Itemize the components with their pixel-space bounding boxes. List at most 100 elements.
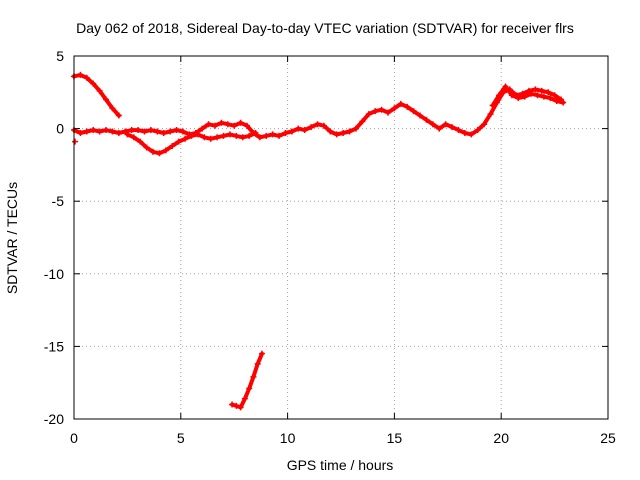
data-point (547, 95, 554, 102)
data-point (229, 401, 236, 408)
data-point (333, 131, 340, 138)
data-point (545, 89, 552, 96)
data-point (156, 150, 163, 157)
data-point (147, 127, 154, 134)
data-point (489, 102, 496, 109)
data-point (96, 128, 103, 135)
data-point (540, 93, 547, 100)
data-point (340, 129, 347, 136)
data-point (560, 99, 567, 106)
data-point (288, 128, 295, 135)
data-point (218, 119, 225, 126)
data-point (77, 129, 84, 136)
x-axis-label: GPS time / hours (287, 457, 394, 473)
data-point (205, 121, 212, 128)
data-point (137, 138, 144, 145)
data-point (474, 127, 481, 134)
axis-ticks: 0 5 10 15 20 25 5 0 -5 -10 -15 -20 (44, 48, 616, 446)
data-point (461, 129, 468, 136)
data-point (256, 134, 263, 141)
y-axis-label: SDTVAR / TECUs (4, 182, 20, 294)
data-point (239, 134, 246, 141)
data-point (352, 125, 359, 132)
data-point (175, 138, 182, 145)
data-point (532, 86, 539, 93)
data-point (258, 350, 265, 357)
data-point (109, 105, 116, 112)
data-point (417, 112, 424, 119)
data-point (233, 132, 240, 139)
data-point (96, 87, 103, 94)
data-point (295, 125, 302, 132)
x-tick-label: 25 (600, 430, 616, 446)
plot-frame (73, 55, 609, 420)
data-point (130, 134, 137, 141)
series-SDTVAR-upper-branch (489, 83, 567, 109)
data-point (252, 129, 259, 136)
x-tick-label: 15 (387, 430, 403, 446)
data-point (188, 132, 195, 139)
x-tick-label: 20 (493, 430, 509, 446)
data-point (254, 360, 261, 367)
data-point (528, 90, 535, 97)
data-point (199, 125, 206, 132)
y-tick-label: 0 (56, 121, 64, 137)
x-tick-label: 5 (177, 430, 185, 446)
data-point (429, 121, 436, 128)
data-point (468, 131, 475, 138)
data-point (391, 105, 398, 112)
data-point (83, 128, 90, 135)
data-point (182, 135, 189, 142)
series-SDTVAR-low-arc (229, 350, 265, 411)
x-tick-label: 10 (280, 430, 296, 446)
data-point (320, 122, 327, 129)
data-point (534, 92, 541, 99)
data-point (481, 121, 488, 128)
data-point (115, 112, 122, 119)
data-point (124, 131, 131, 138)
data-point (308, 124, 315, 131)
x-tick-label: 0 (70, 430, 78, 446)
data-point (423, 116, 430, 123)
data-point (282, 129, 289, 136)
data-point (179, 128, 186, 135)
data-point (327, 128, 334, 135)
data-point (515, 95, 522, 102)
data-point (449, 124, 456, 131)
data-point (160, 129, 167, 136)
data-point (72, 138, 79, 145)
data-point (214, 134, 221, 141)
data-point (115, 129, 122, 136)
y-tick-label: 5 (56, 48, 64, 64)
data-point (141, 128, 148, 135)
data-point (521, 93, 528, 100)
data-point (404, 103, 411, 110)
data-point (154, 128, 161, 135)
series-SDTVAR-lower-branch (124, 129, 259, 157)
data-point (220, 132, 227, 139)
data-point (244, 122, 251, 129)
data-point (359, 118, 366, 125)
series-SDTVAR-main (71, 86, 565, 141)
data-point (436, 125, 443, 132)
data-point (237, 404, 244, 411)
data-point (508, 92, 515, 99)
data-point (237, 119, 244, 126)
data-point (211, 122, 218, 129)
data-point (103, 127, 110, 134)
data-point (410, 108, 417, 115)
data-point (103, 96, 110, 103)
data-point (246, 385, 253, 392)
data-point (276, 132, 283, 139)
data-point (378, 106, 385, 113)
data-point (372, 108, 379, 115)
data-point (241, 395, 248, 402)
data-point (83, 74, 90, 81)
data-point (224, 121, 231, 128)
y-tick-label: -10 (44, 266, 64, 282)
data-point (384, 109, 391, 116)
data-point (173, 127, 180, 134)
data-point (194, 131, 201, 138)
data-point (496, 92, 503, 99)
